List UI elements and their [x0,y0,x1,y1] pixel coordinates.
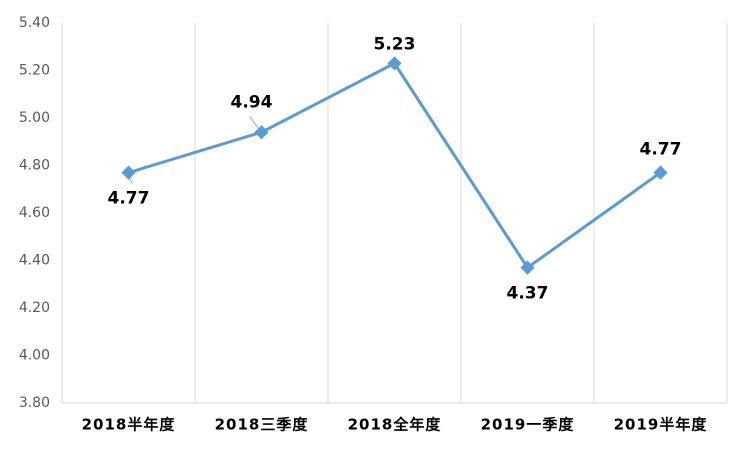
x-tick-label: 2019半年度 [614,416,708,434]
x-tick-label: 2019一季度 [481,416,575,434]
y-tick-label: 4.40 [19,253,50,269]
marker [254,125,269,140]
y-tick-label: 5.20 [19,63,50,79]
marker [387,56,402,71]
y-tick-label: 5.40 [19,15,50,31]
y-tick-label: 4.00 [19,348,50,364]
marker [121,165,136,180]
x-tick-label: 2018半年度 [82,416,176,434]
y-tick-label: 3.80 [19,395,50,411]
x-tick-label: 2018全年度 [348,416,442,434]
x-tick-label: 2018三季度 [215,416,309,434]
line [128,61,662,270]
marker [520,260,535,275]
y-tick-label: 4.80 [19,158,50,174]
y-tick-label: 5.00 [19,110,50,126]
marker [653,165,668,180]
y-tick-label: 4.20 [19,300,50,316]
data-label: 4.37 [507,284,549,304]
data-label: 4.77 [108,189,150,209]
data-label: 4.77 [640,140,682,160]
data-label: 4.94 [231,92,273,112]
data-label: 5.23 [374,34,416,54]
y-tick-label: 4.60 [19,205,50,221]
leader-line [249,115,259,129]
